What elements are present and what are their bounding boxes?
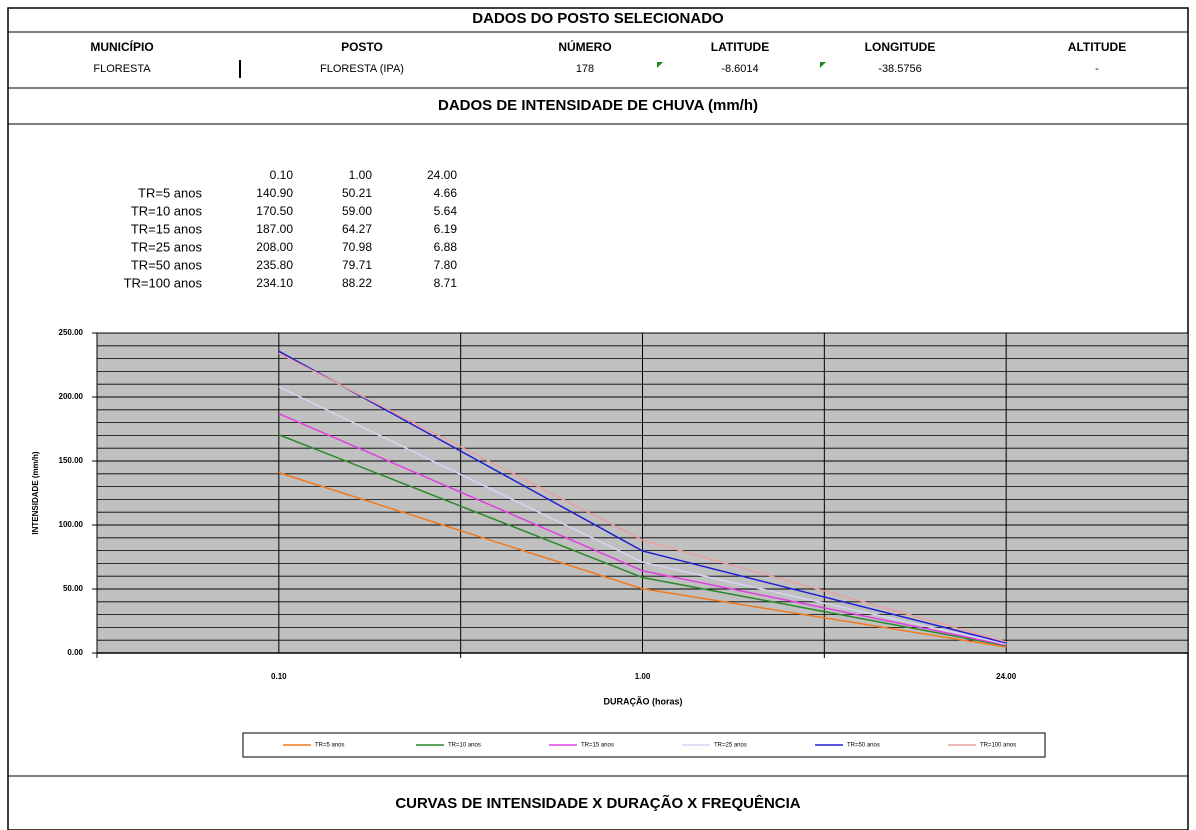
cell-value: FLORESTA (93, 63, 151, 75)
row-label: TR=15 anos (131, 221, 203, 236)
comment-marker (820, 62, 826, 68)
column-header: NÚMERO (558, 39, 611, 54)
table-cell: 170.50 (256, 204, 293, 218)
table-cell: 140.90 (256, 186, 293, 200)
y-tick-label: 250.00 (59, 328, 84, 337)
row-label: TR=50 anos (131, 257, 203, 272)
row-label: TR=5 anos (138, 185, 202, 200)
header-title: DADOS DO POSTO SELECIONADO (472, 10, 724, 27)
row-label: TR=100 anos (124, 275, 203, 290)
row-label: TR=25 anos (131, 239, 203, 254)
column-header: LONGITUDE (865, 40, 936, 54)
legend-label: TR=100 anos (980, 743, 1016, 749)
column-header: ALTITUDE (1068, 40, 1126, 54)
y-tick-label: 150.00 (59, 456, 84, 465)
legend-label: TR=15 anos (581, 743, 614, 749)
y-axis-label: INTENSIDADE (mm/h) (31, 451, 40, 534)
comment-marker (657, 62, 663, 68)
table-cell: 88.22 (342, 276, 372, 290)
cell-value: 178 (576, 63, 594, 75)
table-cell: 234.10 (256, 276, 293, 290)
x-tick-label: 0.10 (271, 672, 287, 681)
cell-value: -8.6014 (721, 63, 758, 75)
footer-title: CURVAS DE INTENSIDADE X DURAÇÃO X FREQUÊ… (395, 794, 800, 812)
y-tick-label: 100.00 (59, 520, 84, 529)
x-tick-label: 1.00 (635, 672, 651, 681)
column-header: LATITUDE (711, 40, 769, 54)
x-tick-label: 24.00 (996, 672, 1017, 681)
cell-value: -38.5756 (878, 63, 921, 75)
y-tick-label: 50.00 (63, 584, 84, 593)
series-line (278, 386, 1007, 645)
table-cell: 6.19 (434, 222, 458, 236)
table-header: 0.10 (270, 168, 294, 182)
table-cell: 59.00 (342, 204, 372, 218)
table-cell: 50.21 (342, 186, 372, 200)
table-header: 1.00 (349, 168, 373, 182)
table-cell: 187.00 (256, 222, 293, 236)
table-cell: 208.00 (256, 240, 293, 254)
legend-label: TR=25 anos (714, 743, 747, 749)
section-title: DADOS DE INTENSIDADE DE CHUVA (mm/h) (438, 97, 758, 114)
column-header: POSTO (341, 40, 383, 54)
table-cell: 6.88 (434, 240, 458, 254)
x-axis-label: DURAÇÃO (horas) (603, 696, 682, 706)
legend (242, 732, 1046, 758)
y-tick-label: 200.00 (59, 392, 84, 401)
series-line (278, 434, 1007, 647)
table-cell: 70.98 (342, 240, 372, 254)
cell-value: - (1095, 63, 1099, 75)
series-line (278, 471, 1007, 648)
table-cell: 79.71 (342, 258, 372, 272)
legend-label: TR=5 anos (315, 743, 345, 749)
y-tick-label: 0.00 (67, 648, 83, 657)
table-cell: 235.80 (256, 258, 293, 272)
table-cell: 7.80 (434, 258, 458, 272)
column-header: MUNICÍPIO (90, 39, 153, 54)
series-line (278, 412, 1007, 646)
table-cell: 4.66 (434, 186, 458, 200)
cell-value: FLORESTA (IPA) (320, 63, 404, 75)
table-header: 24.00 (427, 168, 457, 182)
table-cell: 5.64 (434, 204, 458, 218)
legend-label: TR=10 anos (448, 743, 481, 749)
series-line (278, 352, 1007, 643)
row-label: TR=10 anos (131, 203, 203, 218)
table-cell: 64.27 (342, 222, 372, 236)
table-cell: 8.71 (434, 276, 458, 290)
series-line (278, 350, 1007, 644)
legend-label: TR=50 anos (847, 743, 880, 749)
